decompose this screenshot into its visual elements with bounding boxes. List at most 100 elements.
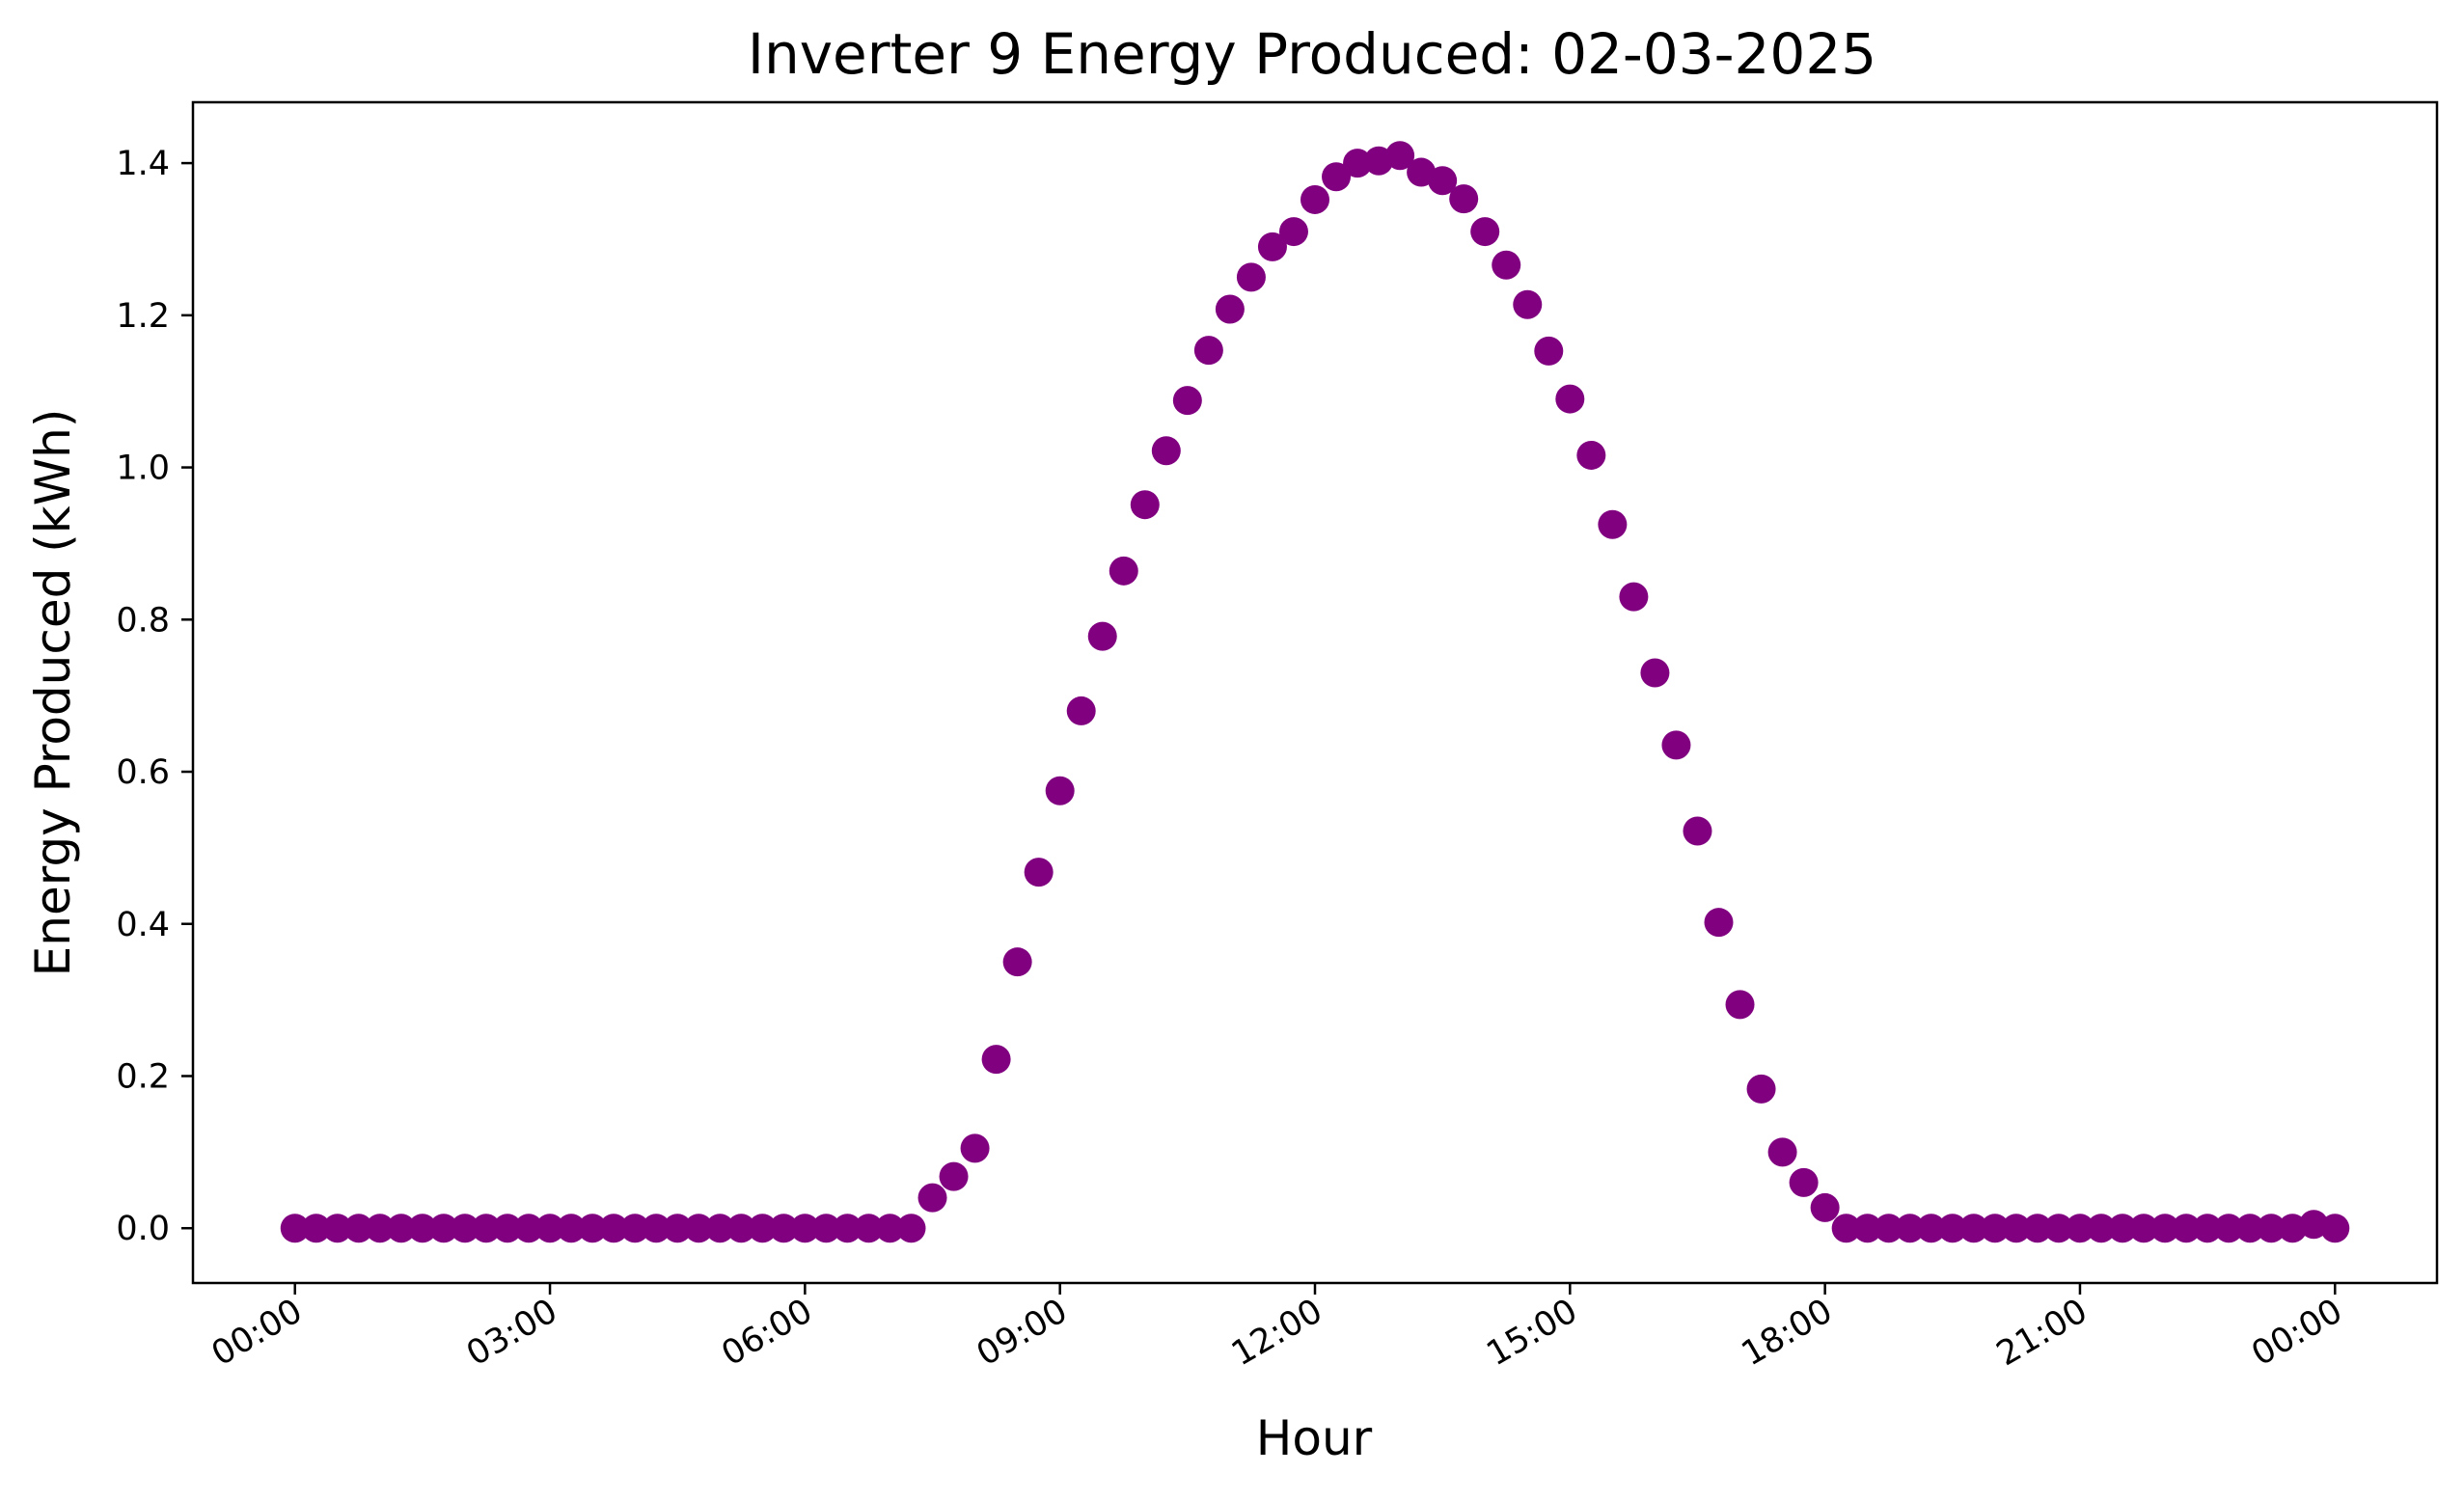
data-point xyxy=(1449,184,1479,214)
data-point xyxy=(1874,1214,1903,1243)
data-point xyxy=(535,1214,565,1243)
data-point xyxy=(2043,1214,2073,1243)
data-point xyxy=(1215,294,1245,324)
data-point xyxy=(2150,1214,2180,1243)
x-tick-label: 03:00 xyxy=(460,1292,563,1374)
x-tick-label: 15:00 xyxy=(1480,1292,1583,1374)
data-point xyxy=(960,1133,990,1163)
data-point xyxy=(2320,1214,2350,1243)
data-point xyxy=(301,1214,331,1243)
y-tick-label: 0.8 xyxy=(116,601,170,640)
data-point xyxy=(578,1214,608,1243)
data-point xyxy=(2001,1214,2031,1243)
data-point xyxy=(1066,696,1096,725)
data-point xyxy=(2022,1214,2052,1243)
data-point xyxy=(1958,1214,1988,1243)
data-point xyxy=(1130,490,1160,520)
data-point xyxy=(1385,141,1415,171)
data-point xyxy=(748,1214,778,1243)
data-point xyxy=(854,1214,884,1243)
data-point xyxy=(557,1214,587,1243)
data-point xyxy=(322,1214,352,1243)
x-tick-label: 09:00 xyxy=(971,1292,1074,1374)
data-point xyxy=(428,1214,458,1243)
x-tick-label: 00:00 xyxy=(2245,1292,2348,1374)
data-point xyxy=(1937,1214,1967,1243)
data-point xyxy=(450,1214,479,1243)
data-point xyxy=(1619,582,1649,612)
y-tick-label: 0.0 xyxy=(116,1210,170,1248)
data-point xyxy=(1193,336,1223,366)
data-point xyxy=(1810,1192,1840,1222)
data-point xyxy=(2214,1214,2244,1243)
x-tick-label: 00:00 xyxy=(205,1292,309,1374)
data-point xyxy=(939,1161,969,1191)
data-point xyxy=(1916,1214,1946,1243)
data-point xyxy=(2193,1214,2223,1243)
data-point xyxy=(514,1214,544,1243)
data-point xyxy=(896,1214,926,1243)
data-point xyxy=(2108,1214,2138,1243)
y-tick-label: 0.4 xyxy=(116,906,170,944)
data-point xyxy=(1300,184,1329,214)
data-point xyxy=(599,1214,629,1243)
data-point xyxy=(1087,621,1117,651)
data-point xyxy=(1661,730,1691,760)
x-tick-label: 06:00 xyxy=(716,1292,819,1374)
data-point xyxy=(1492,250,1521,280)
data-point xyxy=(790,1214,820,1243)
data-point xyxy=(1555,384,1585,414)
data-point xyxy=(1980,1214,2010,1243)
data-point xyxy=(2086,1214,2116,1243)
data-points xyxy=(280,141,2350,1243)
data-point xyxy=(365,1214,395,1243)
data-point xyxy=(1002,947,1032,977)
data-point xyxy=(2172,1214,2202,1243)
data-point xyxy=(705,1214,735,1243)
data-point xyxy=(1513,289,1543,319)
data-point xyxy=(1470,217,1500,247)
data-point xyxy=(1045,776,1075,805)
data-point xyxy=(1704,908,1734,938)
data-point xyxy=(1767,1137,1797,1167)
data-point xyxy=(1746,1074,1776,1104)
y-axis: 0.0 0.2 0.4 0.6 0.8 1.0 1.2 1.4 xyxy=(116,145,193,1248)
data-point xyxy=(1322,162,1352,192)
y-tick-label: 0.6 xyxy=(116,753,170,792)
y-tick-label: 1.4 xyxy=(116,145,170,183)
data-point xyxy=(1895,1214,1925,1243)
data-point xyxy=(684,1214,714,1243)
data-point xyxy=(343,1214,373,1243)
data-point xyxy=(492,1214,522,1243)
data-point xyxy=(1683,816,1712,846)
data-point xyxy=(280,1214,310,1243)
data-point xyxy=(1151,436,1181,466)
x-tick-label: 12:00 xyxy=(1225,1292,1328,1374)
data-point xyxy=(471,1214,501,1243)
data-point xyxy=(1172,386,1202,416)
data-point xyxy=(1576,440,1606,470)
data-point xyxy=(1024,858,1054,887)
data-point xyxy=(2065,1214,2094,1243)
data-point xyxy=(2257,1214,2286,1243)
data-point xyxy=(1428,166,1458,196)
data-point xyxy=(2235,1214,2265,1243)
y-tick-label: 0.2 xyxy=(116,1057,170,1096)
plot-frame xyxy=(191,100,2439,1285)
y-tick-label: 1.0 xyxy=(116,450,170,488)
data-point xyxy=(642,1214,671,1243)
data-point xyxy=(1852,1214,1882,1243)
x-tick-label: 18:00 xyxy=(1736,1292,1839,1374)
x-axis: 00:00 03:00 06:00 09:00 12:00 15:00 18:00 21:00… xyxy=(205,1283,2349,1374)
data-point xyxy=(386,1214,416,1243)
data-point xyxy=(1278,217,1308,247)
data-point xyxy=(1789,1167,1819,1197)
data-point xyxy=(726,1214,756,1243)
data-point xyxy=(917,1183,947,1213)
data-point xyxy=(1640,658,1670,688)
data-point xyxy=(1236,262,1266,292)
data-point xyxy=(981,1045,1011,1075)
x-axis-label: Hour xyxy=(1256,1410,1373,1466)
